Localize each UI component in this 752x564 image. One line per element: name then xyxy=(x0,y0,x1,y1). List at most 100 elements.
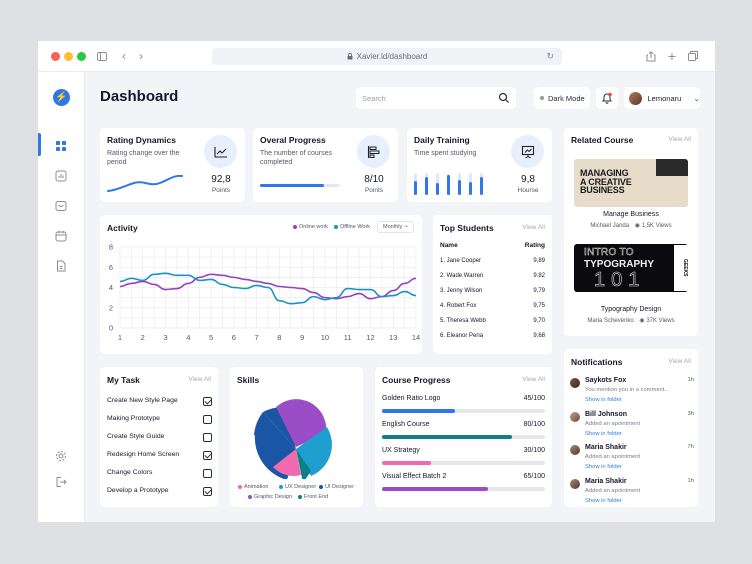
table-row[interactable]: 5. Theresa Webb 9,70 xyxy=(433,315,552,330)
show-in-folder-link[interactable]: Show in folder xyxy=(585,497,622,504)
student-rating: 9,79 xyxy=(533,288,545,294)
tasks-view-all-link[interactable]: View All xyxy=(188,376,211,383)
sidebar-toggle-icon[interactable] xyxy=(95,49,109,63)
course-cover-manage-business[interactable]: MANAGING A CREATIVE BUSINESS xyxy=(574,159,688,207)
task-item[interactable]: Change Colors xyxy=(107,468,212,480)
legend-online[interactable]: Online work xyxy=(293,224,328,230)
stat-unit: Hourse xyxy=(517,187,539,194)
task-item[interactable]: Develop a Prototype xyxy=(107,486,212,498)
skills-polar-chart xyxy=(254,399,332,479)
course-progress-item[interactable]: English Course 80/100 xyxy=(375,421,552,443)
document-icon[interactable] xyxy=(55,259,67,272)
browser-window: ‹ › Xavier.ld/dashboard ↻ + ⚡ xyxy=(38,41,715,522)
task-item[interactable]: Redesign Home Screen xyxy=(107,450,212,462)
maximize-window-button[interactable] xyxy=(77,52,86,61)
overall-progress-fill xyxy=(260,184,324,187)
student-name: 5. Theresa Webb xyxy=(440,318,486,324)
notification-item[interactable]: Saykots Fox You mention you in a comment.… xyxy=(570,377,694,409)
calendar-icon[interactable] xyxy=(55,229,67,242)
task-item[interactable]: Create New Style Page xyxy=(107,396,212,408)
cover-line: 101 xyxy=(594,269,646,292)
cover-dark-block xyxy=(656,159,688,176)
task-label: Redesign Home Screen xyxy=(107,451,180,458)
task-checkbox[interactable] xyxy=(203,451,212,460)
task-checkbox[interactable] xyxy=(203,469,212,478)
course-progress-item[interactable]: Visual Effect Batch 2 65/100 xyxy=(375,473,552,495)
page-title: Dashboard xyxy=(100,88,179,105)
legend-dot-icon xyxy=(248,495,252,499)
course-progress-fill xyxy=(382,435,513,439)
course-progress-track xyxy=(382,487,545,491)
show-in-folder-link[interactable]: Show in folder xyxy=(585,430,622,437)
notification-time: 1h xyxy=(687,477,694,484)
x-tick-label: 10 xyxy=(321,333,329,342)
legend-offline[interactable]: Offline Work xyxy=(334,224,370,230)
search-placeholder: Search xyxy=(362,93,386,103)
course-name[interactable]: Typography Design xyxy=(600,306,662,313)
analytics-icon[interactable] xyxy=(55,169,67,182)
table-row[interactable]: 6. Eleanor Pena 9,68 xyxy=(433,330,552,345)
back-icon[interactable]: ‹ xyxy=(122,49,126,63)
new-tab-icon[interactable]: + xyxy=(667,48,677,64)
top-students-title: Top Students xyxy=(440,223,494,233)
task-item[interactable]: Making Prototype xyxy=(107,414,212,426)
task-label: Develop a Prototype xyxy=(107,487,169,494)
period-select[interactable]: Monthly ⌄ xyxy=(377,221,414,233)
reload-icon[interactable]: ↻ xyxy=(546,51,554,61)
task-checkbox[interactable] xyxy=(203,433,212,442)
top-students-view-all-link[interactable]: View All xyxy=(522,224,545,231)
trend-chart-icon xyxy=(204,135,237,168)
course-name[interactable]: Manage Business xyxy=(603,211,659,218)
share-icon[interactable] xyxy=(644,49,658,63)
table-row[interactable]: 1. Jane Cooper 9,89 xyxy=(433,255,552,270)
training-mini-bars xyxy=(414,173,483,195)
minimize-window-button[interactable] xyxy=(64,52,73,61)
forward-icon[interactable]: › xyxy=(139,49,143,63)
inbox-icon[interactable] xyxy=(55,199,67,211)
course-progress-item[interactable]: Golden Ratio Logo 45/100 xyxy=(375,395,552,417)
skills-legend-item: UI Designer xyxy=(319,484,354,490)
logout-icon[interactable] xyxy=(55,475,67,487)
show-in-folder-link[interactable]: Show in folder xyxy=(585,397,622,403)
lock-icon xyxy=(347,53,353,60)
search-icon[interactable] xyxy=(498,92,510,104)
task-checkbox[interactable] xyxy=(203,397,212,406)
course-author: Michael Janda xyxy=(590,223,630,229)
search-input[interactable]: Search xyxy=(356,87,516,109)
card-title: Daily Training xyxy=(414,135,470,145)
tabs-overview-icon[interactable] xyxy=(686,49,700,63)
x-tick-label: 13 xyxy=(389,333,397,342)
show-in-folder-link[interactable]: Show in folder xyxy=(585,464,622,470)
url-bar[interactable]: Xavier.ld/dashboard ↻ xyxy=(212,48,562,65)
table-row[interactable]: 2. Wade Warren 9.82 xyxy=(433,270,552,285)
task-item[interactable]: Create Style Guide xyxy=(107,432,212,444)
app-logo[interactable]: ⚡ xyxy=(53,89,70,106)
notifications-view-all-link[interactable]: View All xyxy=(668,358,691,365)
settings-gear-icon[interactable] xyxy=(55,449,67,461)
related-course-view-all-link[interactable]: View All xyxy=(668,136,691,143)
table-row[interactable]: 4. Robert Fox 9,75 xyxy=(433,300,552,315)
student-name: 3. Jenny Wilson xyxy=(440,288,483,294)
task-checkbox[interactable] xyxy=(203,487,212,496)
notifications-button[interactable] xyxy=(596,87,618,109)
overall-progress-card: Overal Progress The number of courses co… xyxy=(253,128,398,202)
dashboard-grid-icon[interactable] xyxy=(55,139,67,151)
close-window-button[interactable] xyxy=(51,52,60,61)
related-course-title: Related Course xyxy=(571,135,634,145)
task-checkbox[interactable] xyxy=(203,415,212,424)
notification-item[interactable]: Maria Shakir Added an apointment Show in f… xyxy=(570,478,694,510)
dark-mode-toggle[interactable]: Dark Mode xyxy=(534,87,590,109)
user-menu[interactable]: Lemonaru ⌄ xyxy=(624,87,700,109)
course-progress-view-all-link[interactable]: View All xyxy=(522,376,545,383)
student-name: 4. Robert Fox xyxy=(440,303,477,309)
my-task-title: My Task xyxy=(107,375,140,385)
course-cover-typography[interactable]: INTRO TO TYPOGRAPHY 101 GEEKS xyxy=(574,244,688,292)
table-row[interactable]: 3. Jenny Wilson 9,79 xyxy=(433,285,552,300)
notification-item[interactable]: Maria Shakir Added an apointment Show in f… xyxy=(570,444,694,476)
x-tick-label: 6 xyxy=(232,333,236,342)
course-progress-item[interactable]: UX Strategy 30/100 xyxy=(375,447,552,469)
y-tick-label: 2 xyxy=(109,303,113,312)
animation-segment xyxy=(273,449,301,477)
notification-item[interactable]: Bill Johnson Added an apointment Show in f… xyxy=(570,411,694,443)
